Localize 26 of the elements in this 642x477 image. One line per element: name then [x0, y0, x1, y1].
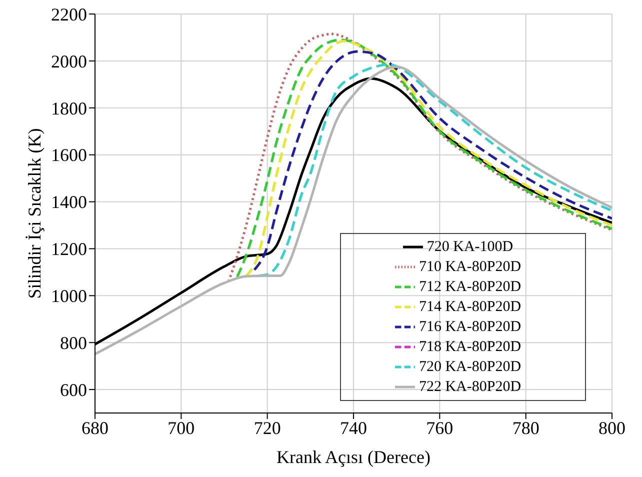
- y-tick-label: 1600: [51, 145, 87, 166]
- x-tick-label: 780: [512, 418, 540, 438]
- x-tick-label: 760: [426, 418, 454, 438]
- y-tick-label: 2200: [51, 4, 87, 24]
- legend-label: 720 KA-80P20D: [418, 358, 522, 375]
- y-tick-label: 600: [60, 380, 87, 400]
- legend-label: 714 KA-80P20D: [418, 298, 522, 315]
- x-tick-label: 740: [340, 418, 367, 438]
- y-tick-label: 1200: [51, 239, 87, 260]
- legend-label: 712 KA-80P20D: [418, 278, 522, 295]
- x-axis-title: Krank Açısı (Derece): [276, 447, 430, 467]
- legend-label: 716 KA-80P20D: [418, 318, 522, 335]
- x-tick-label: 800: [598, 418, 626, 438]
- y-tick-label: 800: [60, 332, 87, 353]
- x-tick-label: 700: [168, 418, 195, 438]
- x-tick-label: 680: [82, 418, 108, 438]
- y-tick-label: 1800: [51, 98, 87, 118]
- legend-label: 722 KA-80P20D: [418, 378, 522, 395]
- legend-label: 720 KA-100D: [426, 238, 514, 255]
- legend-label: 718 KA-80P20D: [418, 338, 522, 355]
- y-tick-label: 1400: [51, 192, 87, 212]
- x-tick-label: 720: [254, 418, 281, 438]
- y-axis-title: Silindir İçi Sıcaklık (K): [24, 128, 44, 299]
- y-tick-label: 1000: [51, 286, 87, 306]
- y-tick-label: 2000: [51, 51, 87, 72]
- legend-label: 710 KA-80P20D: [418, 258, 522, 275]
